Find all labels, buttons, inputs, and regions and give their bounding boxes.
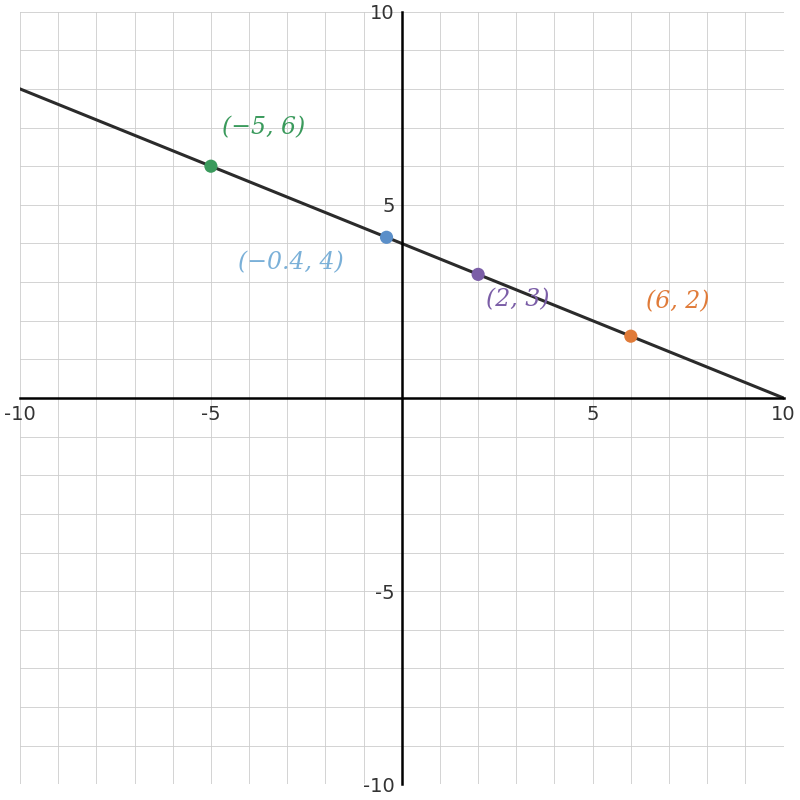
Point — [205, 160, 218, 173]
Text: (2, 3): (2, 3) — [486, 288, 550, 311]
Point — [380, 231, 393, 244]
Text: (−5, 6): (−5, 6) — [222, 116, 306, 139]
Point — [472, 268, 485, 281]
Text: (6, 2): (6, 2) — [646, 290, 710, 313]
Text: (−0.4, 4): (−0.4, 4) — [238, 251, 343, 274]
Point — [625, 330, 638, 342]
